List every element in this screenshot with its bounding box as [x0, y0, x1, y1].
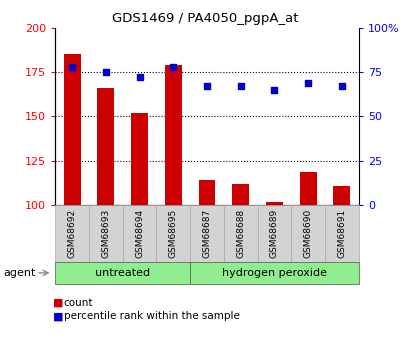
Bar [131, 113, 148, 205]
Text: GSM68694: GSM68694 [135, 209, 144, 258]
Point [170, 64, 176, 69]
Text: agent: agent [3, 268, 36, 278]
Text: untreated: untreated [95, 268, 150, 278]
Text: ■: ■ [53, 312, 64, 321]
Bar [97, 88, 114, 205]
Text: GSM68688: GSM68688 [236, 209, 245, 258]
Point [237, 83, 243, 89]
Point [304, 80, 311, 86]
Text: GSM68690: GSM68690 [303, 209, 312, 258]
Text: GSM68691: GSM68691 [337, 209, 346, 258]
Point [102, 69, 109, 75]
Text: GSM68693: GSM68693 [101, 209, 110, 258]
Bar [198, 180, 215, 205]
Text: GSM68695: GSM68695 [169, 209, 178, 258]
Text: hydrogen peroxide: hydrogen peroxide [221, 268, 326, 278]
Text: ■: ■ [53, 298, 64, 307]
Point [203, 83, 210, 89]
Text: percentile rank within the sample: percentile rank within the sample [63, 312, 239, 321]
Point [69, 64, 75, 69]
Bar [232, 184, 249, 205]
Text: GDS1469 / PA4050_pgpA_at: GDS1469 / PA4050_pgpA_at [112, 12, 297, 25]
Text: count: count [63, 298, 93, 307]
Bar [164, 65, 181, 205]
Point [136, 75, 143, 80]
Point [338, 83, 344, 89]
Text: GSM68687: GSM68687 [202, 209, 211, 258]
Text: GSM68692: GSM68692 [67, 209, 76, 258]
Bar [299, 171, 316, 205]
Bar [64, 54, 81, 205]
Bar [333, 186, 349, 205]
Bar [265, 202, 282, 205]
Text: GSM68689: GSM68689 [269, 209, 278, 258]
Point [270, 87, 277, 92]
